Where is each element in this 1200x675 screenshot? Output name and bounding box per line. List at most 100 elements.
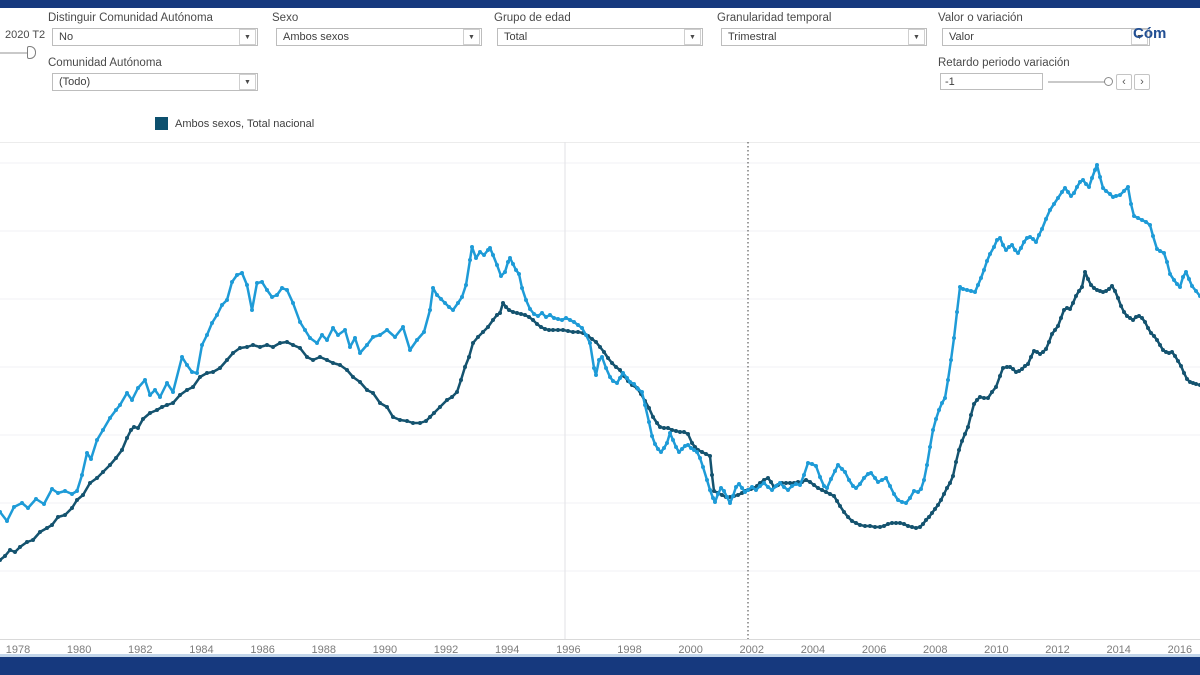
series-dark-marker[interactable] <box>998 374 1002 378</box>
series-dark-marker[interactable] <box>0 558 2 562</box>
series-light-marker[interactable] <box>912 489 916 493</box>
series-dark-marker[interactable] <box>450 395 454 399</box>
series-dark-marker[interactable] <box>141 417 145 421</box>
series-dark-marker[interactable] <box>651 415 655 419</box>
legend-swatch[interactable] <box>155 117 168 130</box>
series-dark-marker[interactable] <box>963 432 967 436</box>
series-light-marker[interactable] <box>470 245 474 249</box>
series-dark-marker[interactable] <box>1137 314 1141 318</box>
series-light-marker[interactable] <box>190 370 194 374</box>
series-light-marker[interactable] <box>1168 272 1172 276</box>
series-dark-marker[interactable] <box>278 341 282 345</box>
series-dark-marker[interactable] <box>1047 340 1051 344</box>
series-dark-marker[interactable] <box>1107 287 1111 291</box>
series-light-marker[interactable] <box>965 288 969 292</box>
series-light-marker[interactable] <box>806 461 810 465</box>
series-dark-marker[interactable] <box>305 355 309 359</box>
series-dark-marker[interactable] <box>504 305 508 309</box>
help-link[interactable]: Cóm <box>1133 25 1167 42</box>
series-light-marker[interactable] <box>336 333 340 337</box>
series-light-marker[interactable] <box>1098 175 1102 179</box>
dropdown-arrow-icon[interactable]: ▼ <box>684 29 701 45</box>
series-dark-marker[interactable] <box>1008 365 1012 369</box>
series-light-marker[interactable] <box>580 326 584 330</box>
series-light-marker[interactable] <box>478 250 482 254</box>
series-light-marker[interactable] <box>443 301 447 305</box>
series-light-marker[interactable] <box>671 438 675 442</box>
series-light-marker[interactable] <box>0 510 2 514</box>
retardo-prev-button[interactable]: ‹ <box>1116 74 1132 90</box>
series-dark-marker[interactable] <box>614 365 618 369</box>
series-light-marker[interactable] <box>524 298 528 302</box>
series-dark-marker[interactable] <box>850 519 854 523</box>
series-dark-marker[interactable] <box>547 328 551 332</box>
series-light-marker[interactable] <box>56 491 60 495</box>
series-light-marker[interactable] <box>491 253 495 257</box>
series-dark-marker[interactable] <box>358 380 362 384</box>
series-dark-marker[interactable] <box>476 335 480 339</box>
series-light-marker[interactable] <box>949 358 953 362</box>
series-dark-marker[interactable] <box>700 450 704 454</box>
series-light-marker[interactable] <box>653 442 657 446</box>
series-dark-marker[interactable] <box>455 390 459 394</box>
series-dark-marker[interactable] <box>1155 338 1159 342</box>
series-light-marker[interactable] <box>774 484 778 488</box>
series-light-marker[interactable] <box>70 492 74 496</box>
series-light-marker[interactable] <box>1104 189 1108 193</box>
series-light-marker[interactable] <box>260 280 264 284</box>
series-dark-marker[interactable] <box>835 499 839 503</box>
series-light-marker[interactable] <box>916 490 920 494</box>
series-light-marker[interactable] <box>532 312 536 316</box>
series-dark-marker[interactable] <box>736 493 740 497</box>
series-light-marker[interactable] <box>973 290 977 294</box>
series-light-marker[interactable] <box>63 489 67 493</box>
series-dark-marker[interactable] <box>618 368 622 372</box>
series-dark-marker[interactable] <box>523 313 527 317</box>
series-light-marker[interactable] <box>1108 192 1112 196</box>
series-light-marker[interactable] <box>125 391 129 395</box>
series-dark-marker[interactable] <box>498 311 502 315</box>
retardo-slider-track[interactable] <box>1048 81 1108 83</box>
series-dark-marker[interactable] <box>824 490 828 494</box>
series-light-marker[interactable] <box>818 475 822 479</box>
series-dark-marker[interactable] <box>428 415 432 419</box>
series-light-marker[interactable] <box>896 498 900 502</box>
series-dark-marker[interactable] <box>31 538 35 542</box>
series-light-marker[interactable] <box>1090 176 1094 180</box>
series-dark-marker[interactable] <box>50 523 54 527</box>
dropdown-arrow-icon[interactable]: ▼ <box>239 74 256 90</box>
series-light-marker[interactable] <box>42 502 46 506</box>
series-dark-marker[interactable] <box>125 436 129 440</box>
series-dark-marker[interactable] <box>678 430 682 434</box>
series-light-marker[interactable] <box>728 501 732 505</box>
series-light-marker[interactable] <box>802 473 806 477</box>
series-light-marker[interactable] <box>625 376 629 380</box>
series-dark-marker[interactable] <box>378 401 382 405</box>
series-light-marker[interactable] <box>969 289 973 293</box>
series-light-marker[interactable] <box>447 305 451 309</box>
series-light-marker[interactable] <box>1078 180 1082 184</box>
series-light-marker[interactable] <box>873 476 877 480</box>
series-light-marker[interactable] <box>385 328 389 332</box>
series-dark-marker[interactable] <box>902 522 906 526</box>
series-light-marker[interactable] <box>422 330 426 334</box>
series-light-marker[interactable] <box>1007 245 1011 249</box>
series-light-marker[interactable] <box>904 501 908 505</box>
series-light-marker[interactable] <box>75 489 79 493</box>
series-dark-marker[interactable] <box>1146 326 1150 330</box>
series-light-marker[interactable] <box>1148 223 1152 227</box>
series-light-marker[interactable] <box>611 379 615 383</box>
series-light-marker[interactable] <box>1044 217 1048 221</box>
series-light-marker[interactable] <box>892 492 896 496</box>
series-light-marker[interactable] <box>464 283 468 287</box>
series-dark-marker[interactable] <box>1050 332 1054 336</box>
series-dark-marker[interactable] <box>1038 352 1042 356</box>
series-light-marker[interactable] <box>1101 186 1105 190</box>
series-light-marker[interactable] <box>200 343 204 347</box>
series-dark-marker[interactable] <box>185 388 189 392</box>
series-dark-marker[interactable] <box>108 463 112 467</box>
series-light-marker[interactable] <box>979 276 983 280</box>
series-dark-marker[interactable] <box>1194 382 1198 386</box>
series-light-marker[interactable] <box>737 482 741 486</box>
series-light-marker[interactable] <box>851 484 855 488</box>
